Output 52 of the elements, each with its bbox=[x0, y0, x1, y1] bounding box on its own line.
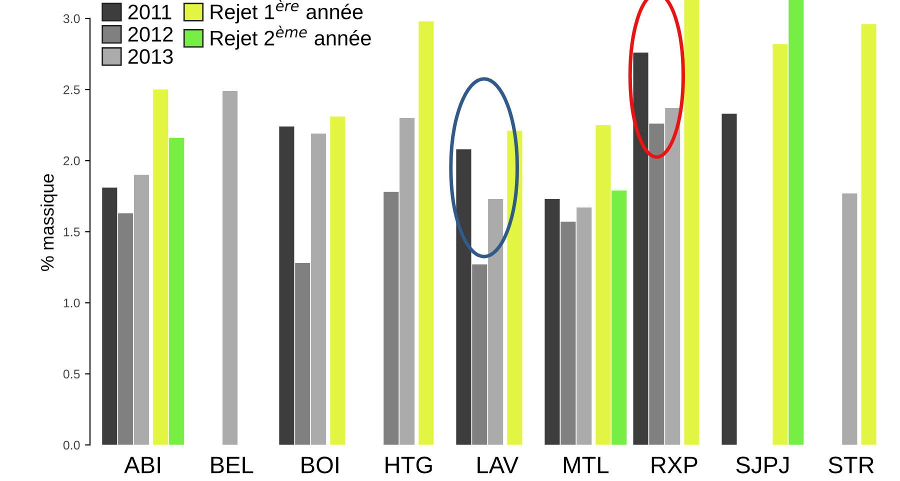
bar bbox=[560, 222, 576, 445]
bar bbox=[311, 134, 326, 445]
x-tick-label: MTL bbox=[564, 456, 609, 474]
y-axis-title: % massique bbox=[40, 174, 58, 271]
bar bbox=[472, 264, 488, 445]
bar bbox=[861, 24, 876, 445]
bar bbox=[102, 188, 118, 445]
legend-label: Rejet 2$^{ème}$ année bbox=[210, 26, 371, 50]
bar bbox=[153, 90, 168, 445]
bar bbox=[456, 149, 472, 445]
y-tick-label: 0.0 bbox=[63, 440, 80, 450]
x-tick-label: STR bbox=[828, 456, 874, 474]
legend-label: 2011 bbox=[128, 4, 172, 20]
legend-label: 2012 bbox=[128, 26, 173, 42]
bar bbox=[772, 44, 788, 445]
bar bbox=[544, 199, 560, 445]
bar bbox=[118, 213, 134, 445]
bar bbox=[596, 125, 611, 445]
bar bbox=[169, 138, 184, 445]
x-tick-label: SJPJ bbox=[736, 456, 789, 474]
bar bbox=[384, 192, 399, 445]
bar bbox=[279, 126, 294, 445]
bar bbox=[418, 21, 434, 445]
bar bbox=[788, 0, 804, 445]
x-tick-label: HTG bbox=[386, 456, 432, 474]
bar bbox=[134, 174, 150, 445]
y-tick-label: 0.5 bbox=[63, 370, 80, 379]
bar bbox=[295, 262, 310, 445]
bar bbox=[665, 108, 680, 445]
bar bbox=[330, 116, 346, 445]
bar bbox=[649, 124, 664, 445]
x-tick-label: BEL bbox=[211, 456, 254, 474]
y-tick-label: 2.5 bbox=[64, 85, 80, 94]
y-tick-label: 3.0 bbox=[63, 14, 80, 24]
bar bbox=[722, 114, 737, 445]
bar bbox=[842, 193, 858, 445]
x-tick-label: BOI bbox=[302, 456, 338, 474]
bar bbox=[488, 199, 504, 445]
bar bbox=[222, 90, 238, 445]
bar bbox=[684, 0, 700, 445]
y-tick-label: 2.0 bbox=[64, 156, 80, 166]
x-tick-label: ABI bbox=[124, 456, 160, 474]
bar bbox=[400, 118, 415, 445]
x-tick-label: RXP bbox=[652, 456, 698, 474]
bar bbox=[633, 52, 648, 445]
y-tick-label: 1.0 bbox=[64, 298, 80, 308]
x-tick-label: LAV bbox=[478, 456, 519, 474]
bar bbox=[576, 208, 592, 445]
legend-label: 2013 bbox=[128, 49, 173, 64]
y-tick-label: 1.5 bbox=[64, 228, 80, 236]
bar bbox=[507, 130, 522, 445]
bar bbox=[612, 190, 627, 445]
